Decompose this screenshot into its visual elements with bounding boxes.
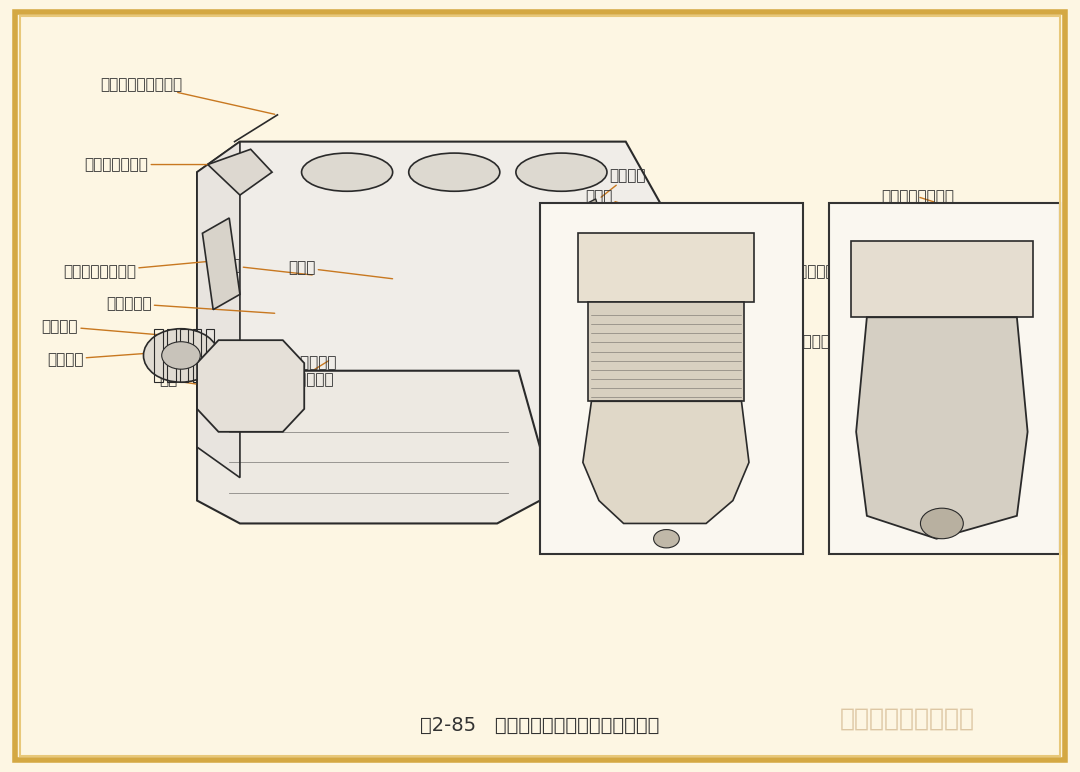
Text: 汽车维修技术与知识: 汽车维修技术与知识	[840, 706, 975, 730]
Circle shape	[162, 342, 200, 369]
Text: 油盘放油塞: 油盘放油塞	[106, 296, 274, 313]
Text: 旋转式（转子式）: 旋转式（转子式）	[881, 189, 954, 204]
Text: 洗涤器: 洗涤器	[213, 258, 312, 275]
Circle shape	[920, 508, 963, 539]
Text: 衬垫: 衬垫	[849, 310, 867, 329]
Ellipse shape	[516, 153, 607, 191]
FancyBboxPatch shape	[829, 203, 1059, 554]
Ellipse shape	[408, 153, 500, 191]
FancyBboxPatch shape	[578, 233, 754, 302]
Text: 油泵链条张紧器弹簧: 油泵链条张紧器弹簧	[100, 77, 274, 114]
Text: 衬垫: 衬垫	[549, 319, 589, 334]
Text: 滤芯式: 滤芯式	[585, 189, 629, 205]
Circle shape	[653, 530, 679, 548]
Text: 油泵链条: 油泵链条	[48, 352, 167, 367]
Polygon shape	[207, 149, 272, 195]
Polygon shape	[583, 401, 748, 523]
Circle shape	[144, 329, 218, 382]
Polygon shape	[197, 141, 240, 478]
Polygon shape	[589, 199, 599, 218]
Bar	[193, 329, 201, 382]
Text: 油底盘: 油底盘	[288, 260, 392, 279]
Polygon shape	[202, 218, 240, 310]
Text: 油泵链条张紧器: 油泵链条张紧器	[84, 157, 216, 172]
Bar	[205, 329, 214, 382]
Text: 油压开关: 油压开关	[995, 325, 1034, 343]
Text: 油泵链条导向装置: 油泵链条导向装置	[63, 260, 221, 279]
Bar	[589, 302, 744, 401]
Text: 油压开关: 油压开关	[654, 250, 691, 273]
Polygon shape	[197, 141, 669, 478]
Ellipse shape	[301, 153, 393, 191]
Polygon shape	[197, 340, 305, 432]
FancyBboxPatch shape	[851, 241, 1032, 317]
Polygon shape	[197, 371, 540, 523]
Text: 油泵链轮: 油泵链轮	[42, 319, 175, 336]
FancyBboxPatch shape	[540, 203, 802, 554]
Text: 图2-85   润滑系统基本结构示意图（二）: 图2-85 润滑系统基本结构示意图（二）	[420, 716, 660, 736]
Text: 油喷射阀: 油喷射阀	[602, 168, 646, 197]
Bar	[180, 329, 189, 382]
Polygon shape	[856, 317, 1027, 539]
Text: 机油滤清器转接器: 机油滤清器转接器	[757, 334, 831, 354]
Text: 机油滤清器: 机油滤清器	[789, 264, 835, 282]
Bar	[154, 329, 163, 382]
Text: 油泵: 油泵	[160, 372, 232, 389]
Text: O形密封圈
机油集滤器: O形密封圈 机油集滤器	[288, 354, 337, 387]
Bar	[167, 329, 176, 382]
